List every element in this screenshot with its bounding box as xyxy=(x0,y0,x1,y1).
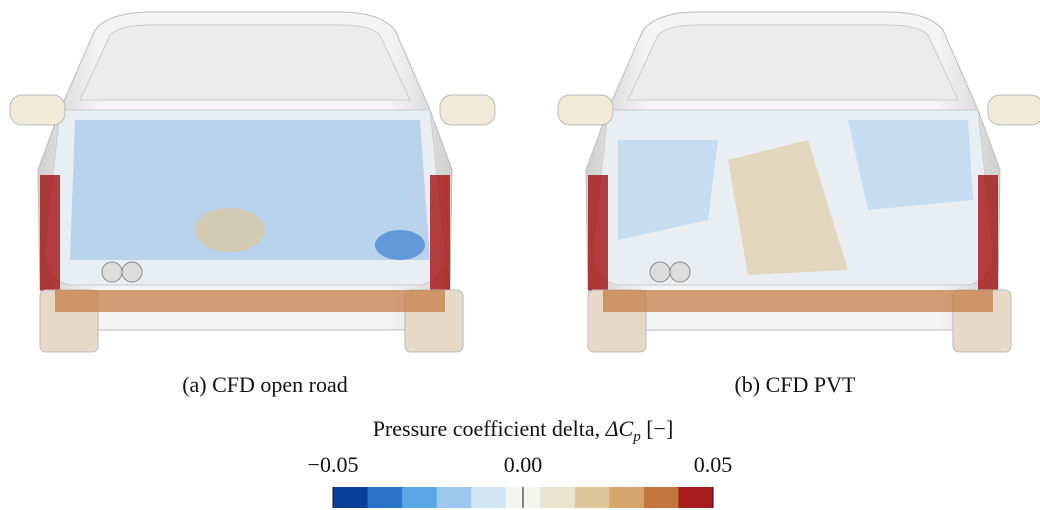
colorbar-segment xyxy=(436,487,472,508)
colorbar-unit: [−] xyxy=(641,416,674,441)
colorbar-segment xyxy=(540,487,576,508)
colorbar-symbol: ΔC xyxy=(605,416,634,441)
colorbar-segment xyxy=(402,487,438,508)
colorbar-segment xyxy=(609,487,645,508)
colorbar-segment xyxy=(574,487,610,508)
colorbar-segment xyxy=(678,487,714,508)
colorbar-tick-label: 0.05 xyxy=(694,452,733,477)
colorbar-segment xyxy=(367,487,403,508)
colorbar-title: Pressure coefficient delta, ΔCp [−] xyxy=(373,416,674,445)
panel-caption: (b) CFD PVT xyxy=(734,372,856,397)
car-pvt xyxy=(557,11,1040,353)
car-open-road xyxy=(9,11,496,353)
colorbar-segment xyxy=(643,487,679,508)
colorbar-segment xyxy=(333,487,369,508)
colorbar-subscript: p xyxy=(632,429,641,445)
colorbar-title-text: Pressure coefficient delta, xyxy=(373,416,606,441)
colorbar-tick-label: −0.05 xyxy=(308,452,359,477)
colorbar-tick-label: 0.00 xyxy=(504,452,543,477)
panel-caption: (a) CFD open road xyxy=(182,372,348,397)
colorbar-segment xyxy=(471,487,507,508)
